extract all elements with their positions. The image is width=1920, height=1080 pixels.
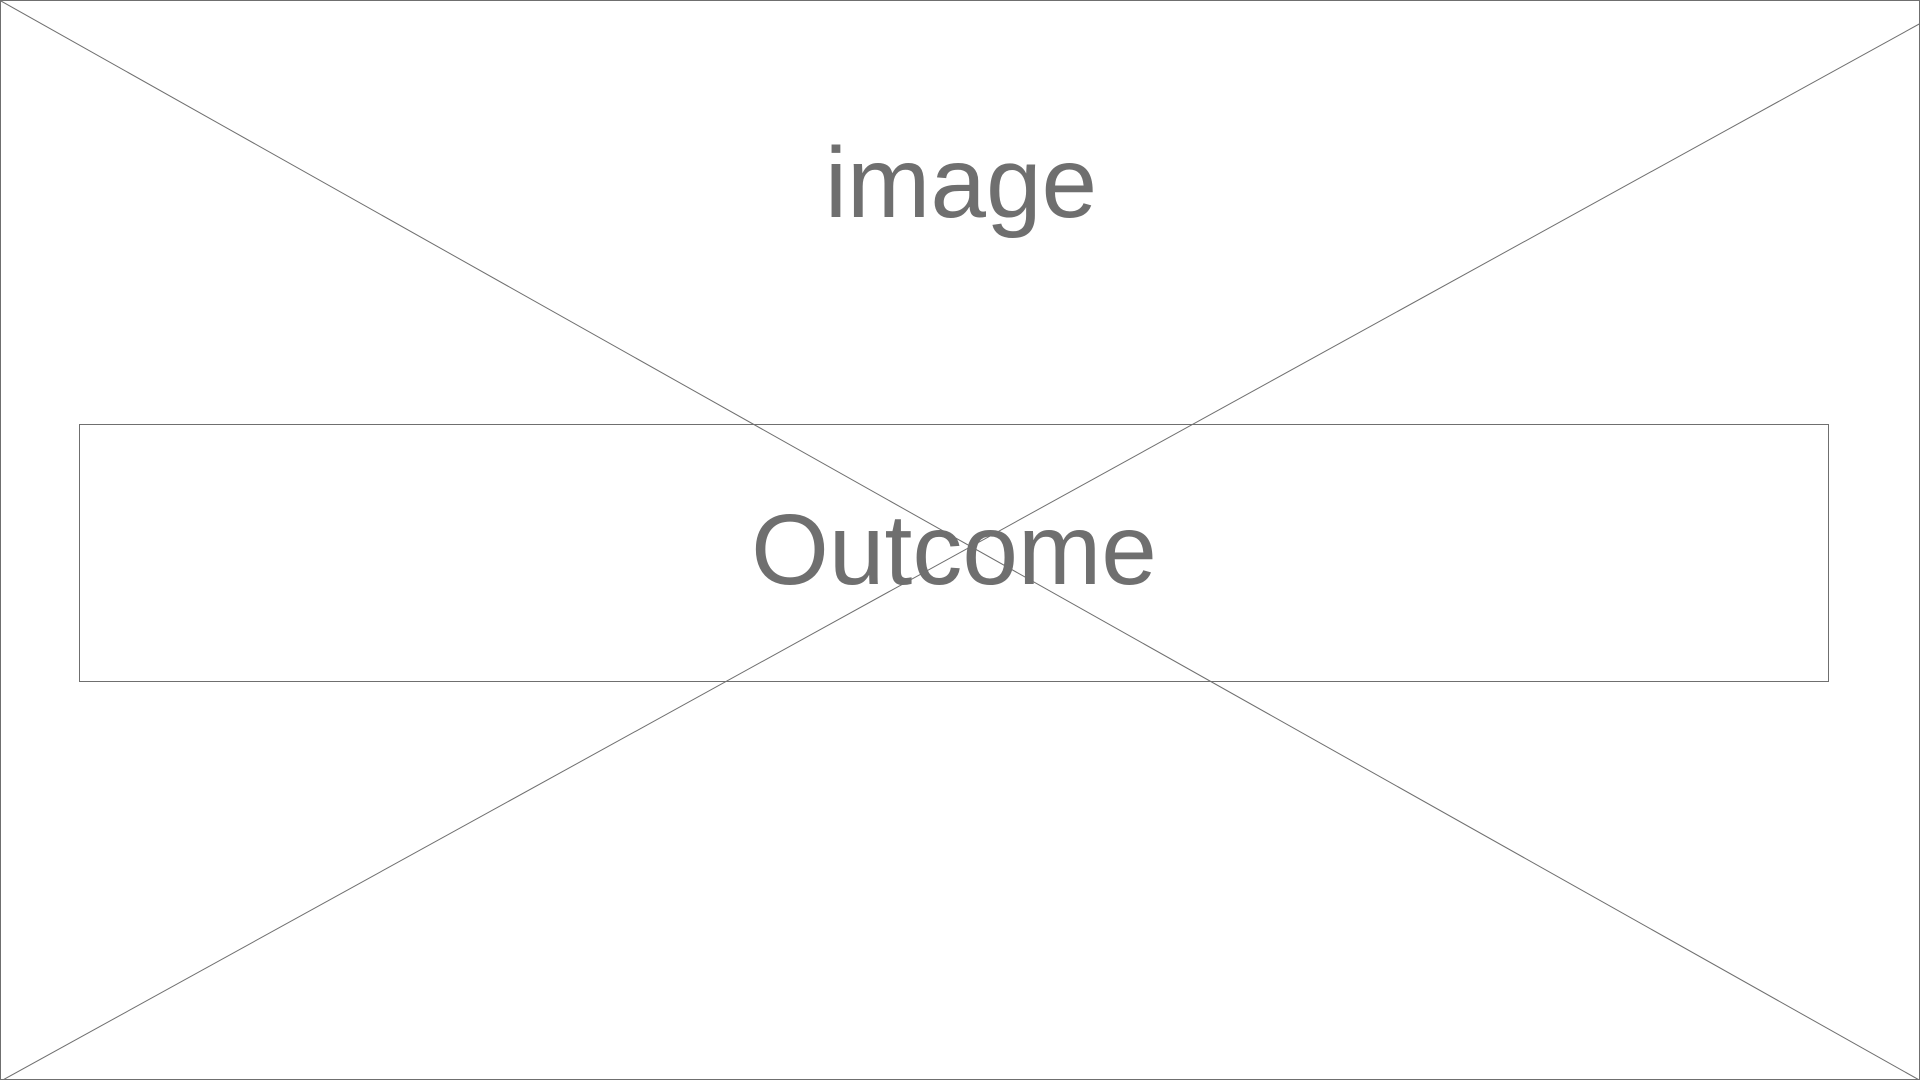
image-label: image <box>824 127 1098 239</box>
outcome-box: Outcome <box>79 424 1829 682</box>
diagonal-line-top-right <box>1 22 1920 1080</box>
outcome-label: Outcome <box>751 494 1157 606</box>
